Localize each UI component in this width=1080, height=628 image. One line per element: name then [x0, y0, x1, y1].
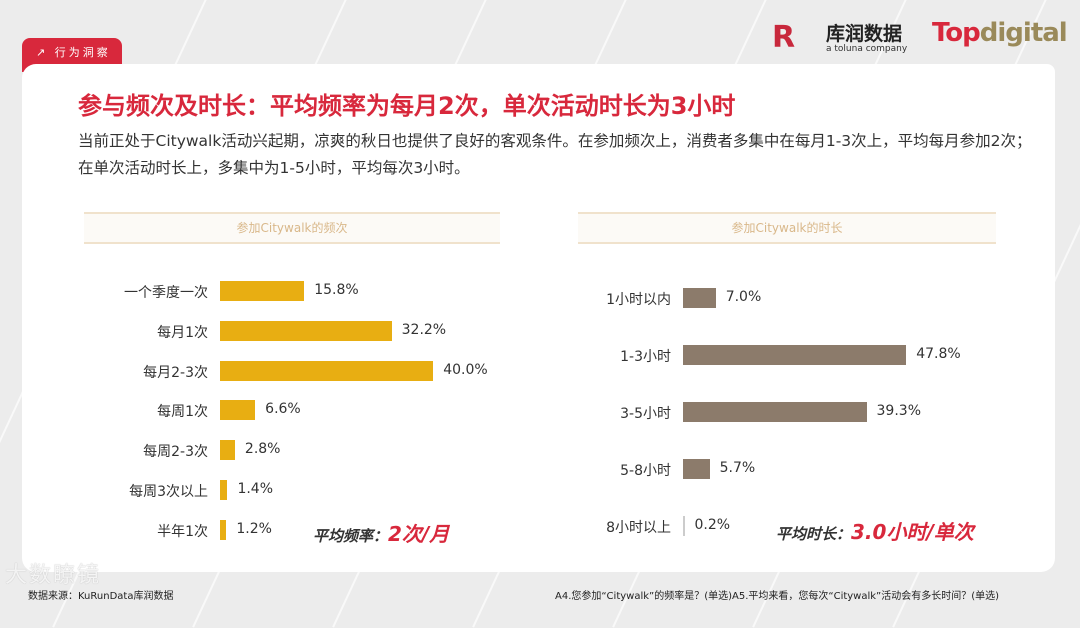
frequency-bar: [220, 480, 228, 500]
duration-category-label: 3-5小时: [620, 406, 671, 422]
duration-bar: [683, 459, 710, 479]
frequency-bar: [220, 440, 235, 460]
duration-category-label: 5-8小时: [620, 463, 671, 479]
duration-value-label: 5.7%: [719, 460, 756, 476]
frequency-category-label: 每周3次以上: [129, 484, 208, 500]
frequency-category-label: 半年1次: [157, 524, 208, 540]
duration-value-label: 39.3%: [876, 403, 921, 419]
watermark: 大数瞭镜: [5, 563, 102, 588]
frequency-category-label: 每月2-3次: [143, 365, 208, 381]
frequency-value-label: 1.4%: [237, 481, 274, 497]
frequency-value-label: 15.8%: [314, 282, 359, 298]
frequency-value-label: 40.0%: [443, 362, 488, 378]
arrow-icon: ↗: [36, 46, 49, 59]
duration-bar: [683, 402, 867, 422]
kurun-logo-subtitle: a toluna company: [826, 44, 908, 54]
frequency-value-label: 2.8%: [244, 441, 281, 457]
page-title: 参与频次及时长：平均频率为每月2次，单次活动时长为3小时: [78, 92, 736, 120]
frequency-category-label: 每月1次: [157, 325, 208, 341]
frequency-category-label: 每周1次: [157, 404, 208, 420]
chart-title-frequency: 参加Citywalk的频次: [84, 212, 500, 244]
frequency-bar: [220, 281, 305, 301]
duration-bar: [683, 345, 907, 365]
data-source: 数据来源：KuRunData库润数据: [28, 591, 174, 602]
duration-category-label: 8小时以上: [606, 520, 671, 536]
frequency-bar: [220, 520, 227, 540]
duration-category-label: 1小时以内: [606, 292, 671, 308]
description: 当前正处于Citywalk活动兴起期，凉爽的秋日也提供了良好的客观条件。在参加频…: [78, 132, 1032, 177]
kurun-logo-mark: R: [772, 20, 796, 55]
duration-value-label: 47.8%: [916, 346, 961, 362]
duration-bar: [683, 288, 716, 308]
avg-frequency: 平均频率：2次/月: [313, 522, 450, 546]
duration-category-label: 1-3小时: [620, 349, 671, 365]
frequency-value-label: 32.2%: [401, 322, 447, 338]
duration-value-label: 0.2%: [694, 517, 731, 533]
topdigital-logo: Topdigital: [932, 18, 1068, 48]
frequency-bar: [220, 361, 434, 381]
avg-duration: 平均时长：3.0小时/单次: [776, 520, 974, 544]
frequency-category-label: 每周2-3次: [143, 444, 208, 460]
frequency-category-label: 一个季度一次: [124, 285, 208, 301]
duration-value-label: 7.0%: [725, 289, 762, 305]
kurun-logo-text: 库润数据: [826, 23, 903, 45]
survey-question: A4.您参加“Citywalk”的频率是？(单选)A5.平均来看，您每次“Cit…: [555, 591, 1000, 602]
frequency-value-label: 1.2%: [236, 521, 272, 537]
content-card: [22, 64, 1055, 572]
duration-bar: [683, 516, 685, 536]
chart-title-duration: 参加Citywalk的时长: [578, 212, 996, 244]
frequency-bar: [220, 321, 392, 341]
frequency-value-label: 6.6%: [265, 401, 301, 417]
frequency-bar: [220, 400, 256, 420]
